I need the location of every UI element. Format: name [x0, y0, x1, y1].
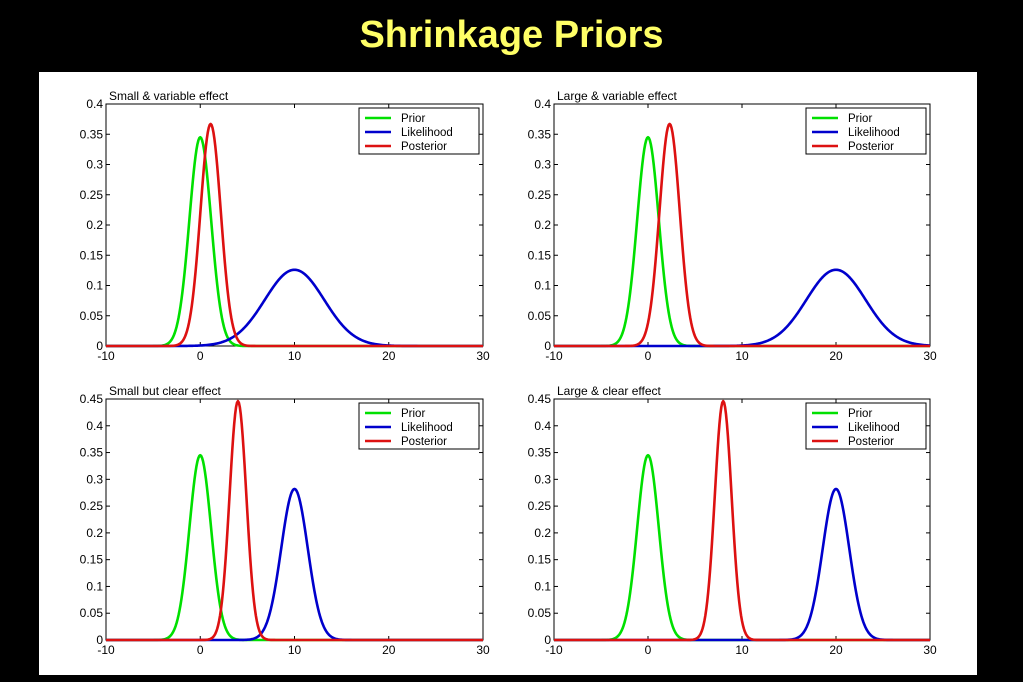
series-prior	[105, 453, 484, 642]
legend: Prior Likelihood Posterior	[805, 107, 927, 155]
y-tick-label: 0.4	[86, 419, 103, 433]
y-tick-label: 0.25	[80, 188, 104, 202]
y-tick-label: 0.15	[80, 248, 104, 262]
y-tick-label: 0.2	[86, 526, 103, 540]
y-tick-label: 0.1	[86, 579, 103, 593]
chart-1: 00.050.10.150.20.250.30.350.4-10 0 10 20 30S…	[80, 89, 490, 363]
legend-label-likelihood: Likelihood	[848, 127, 900, 139]
y-tick-label: 0.15	[528, 553, 552, 567]
x-tick-label: 10	[288, 643, 302, 657]
chart-3: 00.050.10.150.20.250.30.350.40.45-10 0 10 2…	[80, 384, 490, 657]
legend-label-posterior: Posterior	[848, 436, 894, 448]
x-tick-label: 0	[197, 349, 204, 363]
series-prior	[553, 453, 931, 642]
y-tick-label: 0.1	[86, 279, 103, 293]
x-tick-label: -10	[545, 349, 563, 363]
x-tick-label: -10	[545, 643, 563, 657]
series-prior	[105, 135, 484, 348]
y-tick-label: 0.25	[528, 499, 552, 513]
chart-title: Large & clear effect	[557, 384, 662, 398]
x-tick-label: -10	[97, 349, 115, 363]
series-likelihood	[553, 268, 931, 348]
x-tick-label: 30	[476, 349, 490, 363]
series-likelihood	[105, 268, 484, 348]
y-tick-label: 0	[96, 633, 103, 647]
legend-label-posterior: Posterior	[848, 141, 894, 153]
y-tick-label: 0.05	[528, 606, 552, 620]
y-tick-label: 0.35	[80, 446, 104, 460]
y-tick-label: 0.45	[528, 392, 552, 406]
y-tick-label: 0.15	[80, 553, 104, 567]
x-tick-label: 0	[645, 643, 652, 657]
y-tick-label: 0.05	[528, 309, 552, 323]
x-tick-label: 20	[382, 349, 396, 363]
series-prior	[553, 135, 931, 348]
slide-title: Shrinkage Priors	[359, 14, 664, 56]
y-tick-label: 0.2	[534, 218, 551, 232]
x-tick-label: 20	[829, 349, 843, 363]
x-tick-label: 10	[735, 349, 749, 363]
y-tick-label: 0.35	[528, 446, 552, 460]
y-tick-label: 0.25	[80, 499, 104, 513]
y-tick-label: 0.1	[534, 579, 551, 593]
y-tick-label: 0.3	[534, 472, 551, 486]
legend: Prior Likelihood Posterior	[358, 107, 480, 155]
y-tick-label: 0.15	[528, 248, 552, 262]
x-tick-label: 20	[382, 643, 396, 657]
y-tick-label: 0	[544, 633, 551, 647]
legend-label-prior: Prior	[401, 113, 425, 125]
legend-label-prior: Prior	[848, 408, 872, 420]
y-tick-label: 0.4	[534, 97, 551, 111]
legend-label-likelihood: Likelihood	[848, 422, 900, 434]
legend-label-likelihood: Likelihood	[401, 127, 453, 139]
legend: Prior Likelihood Posterior	[805, 402, 927, 450]
series-posterior	[105, 122, 484, 348]
series-likelihood	[105, 487, 484, 642]
y-tick-label: 0.1	[534, 279, 551, 293]
chart-title: Small but clear effect	[109, 384, 221, 398]
y-tick-label: 0	[96, 339, 103, 353]
y-tick-label: 0.35	[80, 127, 104, 141]
x-tick-label: 10	[735, 643, 749, 657]
series-posterior	[105, 399, 484, 642]
x-tick-label: 30	[476, 643, 490, 657]
y-tick-label: 0.4	[86, 97, 103, 111]
x-tick-label: 20	[829, 643, 843, 657]
chart-4: 00.050.10.150.20.250.30.350.40.45-10 0 10 2…	[528, 384, 937, 657]
x-tick-label: 10	[288, 349, 302, 363]
x-tick-label: 0	[645, 349, 652, 363]
legend-label-prior: Prior	[848, 113, 872, 125]
y-tick-label: 0.05	[80, 309, 104, 323]
figure-svg: 00.050.10.150.20.250.30.350.4-10 0 10 20 30S…	[80, 89, 937, 657]
y-tick-label: 0.2	[534, 526, 551, 540]
x-tick-label: 30	[923, 643, 937, 657]
chart-title: Small & variable effect	[109, 89, 229, 103]
y-tick-label: 0.25	[528, 188, 552, 202]
x-tick-label: 30	[923, 349, 937, 363]
y-tick-label: 0.3	[86, 472, 103, 486]
y-tick-label: 0.45	[80, 392, 104, 406]
legend-label-posterior: Posterior	[401, 436, 447, 448]
y-tick-label: 0.2	[86, 218, 103, 232]
legend-label-likelihood: Likelihood	[401, 422, 453, 434]
x-tick-label: 0	[197, 643, 204, 657]
legend-label-posterior: Posterior	[401, 141, 447, 153]
legend-label-prior: Prior	[401, 408, 425, 420]
y-tick-label: 0.3	[86, 158, 103, 172]
series-posterior	[553, 399, 931, 642]
y-tick-label: 0.35	[528, 127, 552, 141]
figure-panel: 0 0.05 0.1 0.15 0.2 0.25 0.3 0.35 0.4 -10 0 10 20 30 S…	[39, 72, 977, 675]
legend: Prior Likelihood Posterior	[358, 402, 480, 450]
chart-2: 00.050.10.150.20.250.30.350.4-10 0 10 20 30L…	[528, 89, 937, 363]
chart-title: Large & variable effect	[557, 89, 678, 103]
x-tick-label: -10	[97, 643, 115, 657]
y-tick-label: 0.05	[80, 606, 104, 620]
y-tick-label: 0.4	[534, 419, 551, 433]
y-tick-label: 0	[544, 339, 551, 353]
y-tick-label: 0.3	[534, 158, 551, 172]
series-posterior	[553, 122, 931, 348]
